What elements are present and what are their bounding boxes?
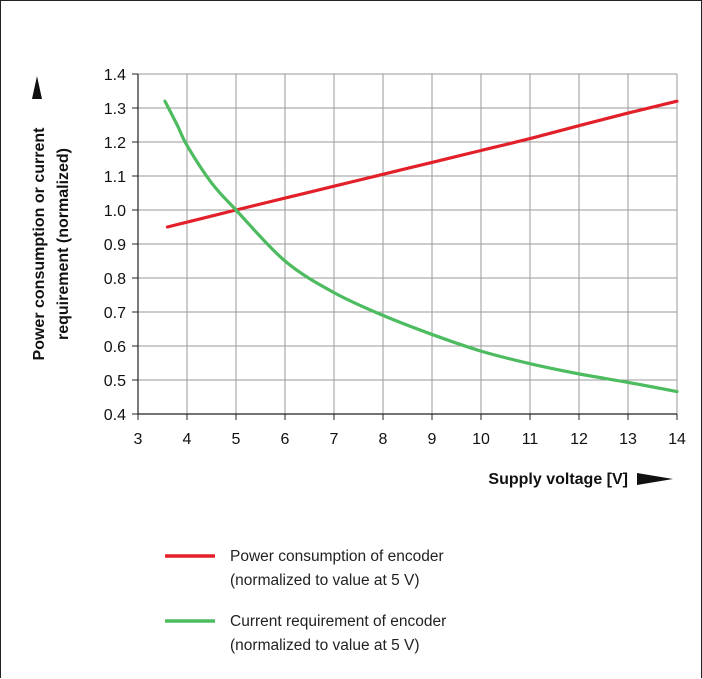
legend-item-current: Current requirement of encoder (normaliz… [165,613,446,654]
y-axis-title-line-2: requirement (normalized) [55,148,72,340]
legend-label-power-line-2: (normalized to value at 5 V) [230,572,420,589]
y-axis-title: Power consumption or current requirement… [31,127,72,361]
series-line-current [163,99,679,394]
y-tick-label-1.1: 1.1 [104,169,126,186]
x-tick-label-8: 8 [379,431,388,448]
x-tick-label-4: 4 [183,431,192,448]
x-tick-label-7: 7 [330,431,339,448]
y-axis-arrow-icon [32,76,42,99]
y-tick-label-0.5: 0.5 [104,373,126,390]
legend-label-current-line-1: Current requirement of encoder [230,613,446,630]
y-tick-label-0.9: 0.9 [104,237,126,254]
axes: 3 4 5 6 7 8 9 10 11 12 13 14 0.4 0.5 0.6 0.7 0.8 0.9 1.0 1.… [104,67,686,448]
legend-item-power: Power consumption of encoder (normalized… [165,548,444,589]
x-tick-label-6: 6 [281,431,290,448]
legend-label-current-line-2: (normalized to value at 5 V) [230,637,420,654]
grid [138,73,678,414]
y-tick-label-1.4: 1.4 [104,67,126,84]
y-axis-title-line-1: Power consumption or current [31,127,48,361]
series-lines [163,99,679,394]
x-tick-label-5: 5 [232,431,241,448]
y-tick-label-0.7: 0.7 [104,305,126,322]
y-tick-label-0.8: 0.8 [104,271,126,288]
x-tick-label-11: 11 [522,431,539,448]
y-tick-label-1.0: 1.0 [104,203,126,220]
x-axis-title: Supply voltage [V] [488,471,628,488]
legend: Power consumption of encoder (normalized… [165,548,446,654]
legend-label-power-line-1: Power consumption of encoder [230,548,444,565]
y-tick-label-0.4: 0.4 [104,407,126,424]
x-tick-label-9: 9 [428,431,437,448]
x-tick-label-14: 14 [668,431,686,448]
x-tick-label-12: 12 [570,431,588,448]
y-tick-label-0.6: 0.6 [104,339,126,356]
x-tick-label-10: 10 [472,431,490,448]
series-line-power [165,99,679,229]
x-tick-label-13: 13 [619,431,637,448]
y-tick-label-1.3: 1.3 [104,101,126,118]
x-tick-label-3: 3 [134,431,143,448]
x-axis-arrow-icon [637,473,673,485]
y-tick-label-1.2: 1.2 [104,135,126,152]
